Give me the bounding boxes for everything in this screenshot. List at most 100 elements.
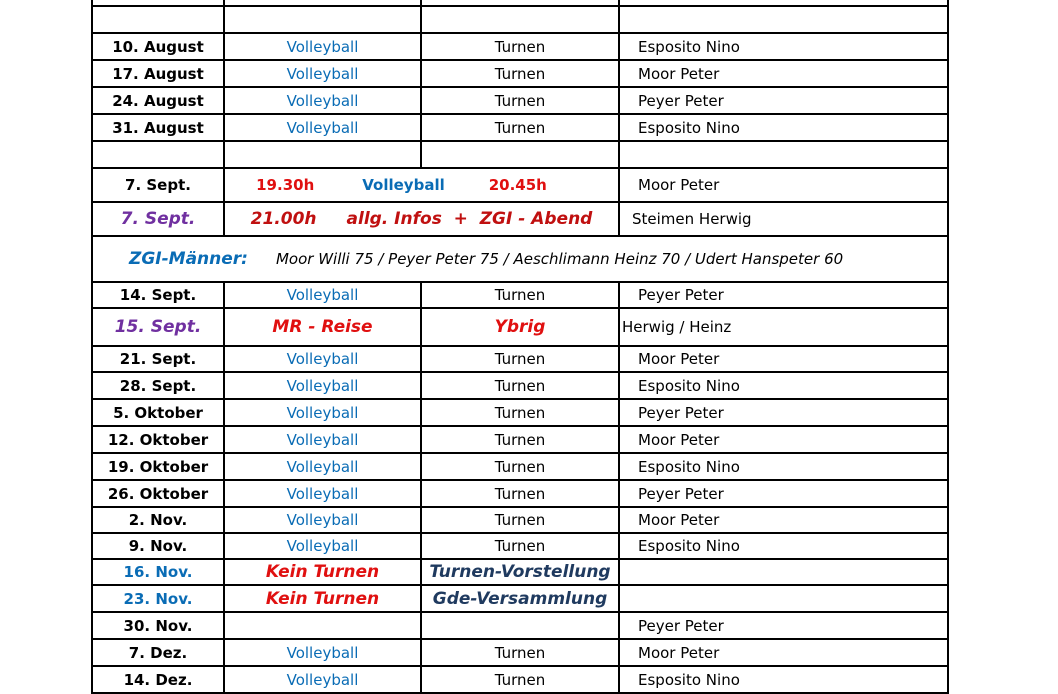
empty-row [91, 0, 949, 7]
leader-cell: Steimen Herwig [618, 201, 949, 237]
activity-cell: Volleyball [223, 281, 422, 309]
leader-cell: Esposito Nino [618, 532, 949, 560]
activity-cell [223, 611, 422, 640]
date-cell: 7. Dez. [91, 638, 225, 667]
end-time: 20.45h [488, 176, 547, 194]
activity-cell: Turnen [420, 452, 620, 481]
date-cell: 15. Sept. [91, 307, 225, 347]
zgi-members: Moor Willi 75 / Peyer Peter 75 / Aeschli… [275, 250, 844, 268]
activity-cell: Volleyball [223, 532, 422, 560]
activity-cell: Turnen [420, 32, 620, 61]
leader-cell: Esposito Nino [618, 452, 949, 481]
activity-cell: Volleyball [223, 59, 422, 88]
activity-cell: 19.30h Volleyball 20.45h [223, 167, 620, 203]
leader-cell [618, 584, 949, 613]
empty-cell [618, 140, 949, 169]
activity-cell: Volleyball [223, 425, 422, 454]
date-cell: 12. Oktober [91, 425, 225, 454]
date-cell: 14. Sept. [91, 281, 225, 309]
schedule-row: 5. Oktober Volleyball Turnen Peyer Peter [91, 398, 949, 427]
empty-cell [223, 0, 422, 7]
leader-cell: Peyer Peter [618, 398, 949, 427]
schedule-row: 31. August Volleyball Turnen Esposito Nino [91, 113, 949, 142]
empty-row [91, 140, 949, 169]
leader-cell: Peyer Peter [618, 479, 949, 508]
activity-cell: Turnen-Vorstellung [420, 558, 620, 586]
activity-cell: Turnen [420, 113, 620, 142]
activity-cell: Turnen [420, 371, 620, 400]
leader-cell: Moor Peter [618, 506, 949, 534]
schedule-row: 23. Nov. Kein Turnen Gde-Versammlung [91, 584, 949, 613]
empty-cell [420, 0, 620, 7]
activity-cell: MR - Reise [223, 307, 422, 347]
date-cell: 31. August [91, 113, 225, 142]
schedule-row: 9. Nov. Volleyball Turnen Esposito Nino [91, 532, 949, 560]
leader-cell: Peyer Peter [618, 611, 949, 640]
empty-cell [420, 140, 620, 169]
activity-cell: Turnen [420, 638, 620, 667]
schedule-row: 10. August Volleyball Turnen Esposito Nino [91, 32, 949, 61]
activity-cell [420, 611, 620, 640]
schedule-row: 30. Nov. Peyer Peter [91, 611, 949, 640]
schedule-row: 19. Oktober Volleyball Turnen Esposito Nino [91, 452, 949, 481]
leader-cell: Moor Peter [618, 167, 949, 203]
empty-cell [91, 0, 225, 7]
activity-cell: Turnen [420, 345, 620, 373]
empty-cell [223, 5, 422, 34]
leader-cell: Esposito Nino [618, 113, 949, 142]
empty-cell [223, 140, 422, 169]
activity-cell: Volleyball [223, 345, 422, 373]
activity-cell: Gde-Versammlung [420, 584, 620, 613]
date-cell: 7. Sept. [91, 201, 225, 237]
activity-cell: Volleyball [223, 32, 422, 61]
empty-cell [420, 5, 620, 34]
leader-cell: Moor Peter [618, 425, 949, 454]
empty-cell [91, 140, 225, 169]
schedule-row: 21. Sept. Volleyball Turnen Moor Peter [91, 345, 949, 373]
date-cell: 26. Oktober [91, 479, 225, 508]
activity-cell: Volleyball [223, 479, 422, 508]
activity-cell: Kein Turnen [223, 584, 422, 613]
activity-cell: Turnen [420, 425, 620, 454]
schedule-row: 7. Dez. Volleyball Turnen Moor Peter [91, 638, 949, 667]
activity-cell: Turnen [420, 665, 620, 694]
schedule-row: ZGI-Männer: Moor Willi 75 / Peyer Peter 7… [91, 235, 949, 283]
leader-cell: Moor Peter [618, 59, 949, 88]
event-time: 21.00h [250, 209, 317, 229]
activity-cell: Turnen [420, 479, 620, 508]
date-cell: 30. Nov. [91, 611, 225, 640]
event-name: allg. Infos + ZGI - Abend [346, 209, 593, 229]
activity-cell: Turnen [420, 59, 620, 88]
activity-cell: Volleyball [223, 371, 422, 400]
schedule-table: 10. August Volleyball Turnen Esposito Nino 1… [91, 0, 949, 694]
date-cell: 28. Sept. [91, 371, 225, 400]
activity-cell: Volleyball [223, 398, 422, 427]
activity-cell: Volleyball [223, 113, 422, 142]
activity-cell: Volleyball [223, 665, 422, 694]
zgi-banner: ZGI-Männer: Moor Willi 75 / Peyer Peter 7… [91, 235, 949, 283]
schedule-row: 28. Sept. Volleyball Turnen Esposito Nino [91, 371, 949, 400]
date-cell: 23. Nov. [91, 584, 225, 613]
activity-cell: Volleyball [223, 452, 422, 481]
schedule-row: 12. Oktober Volleyball Turnen Moor Peter [91, 425, 949, 454]
activity-cell: Volleyball [223, 506, 422, 534]
activity-cell: Turnen [420, 532, 620, 560]
date-cell: 5. Oktober [91, 398, 225, 427]
schedule-row: 7. Sept. 19.30h Volleyball 20.45h Moor Peter [91, 167, 949, 203]
date-cell: 14. Dez. [91, 665, 225, 694]
schedule-row: 26. Oktober Volleyball Turnen Peyer Peter [91, 479, 949, 508]
date-cell: 7. Sept. [91, 167, 225, 203]
leader-cell: Esposito Nino [618, 371, 949, 400]
activity-cell: 21.00h allg. Infos + ZGI - Abend [223, 201, 620, 237]
schedule-row: 14. Sept. Volleyball Turnen Peyer Peter [91, 281, 949, 309]
schedule-row: 24. August Volleyball Turnen Peyer Peter [91, 86, 949, 115]
zgi-label: ZGI-Männer: [129, 249, 248, 269]
empty-row [91, 5, 949, 34]
activity-cell: Turnen [420, 506, 620, 534]
activity-cell: Volleyball [223, 86, 422, 115]
date-cell: 17. August [91, 59, 225, 88]
start-time: 19.30h [256, 176, 315, 194]
leader-cell: Moor Peter [618, 345, 949, 373]
empty-cell [91, 5, 225, 34]
date-cell: 16. Nov. [91, 558, 225, 586]
